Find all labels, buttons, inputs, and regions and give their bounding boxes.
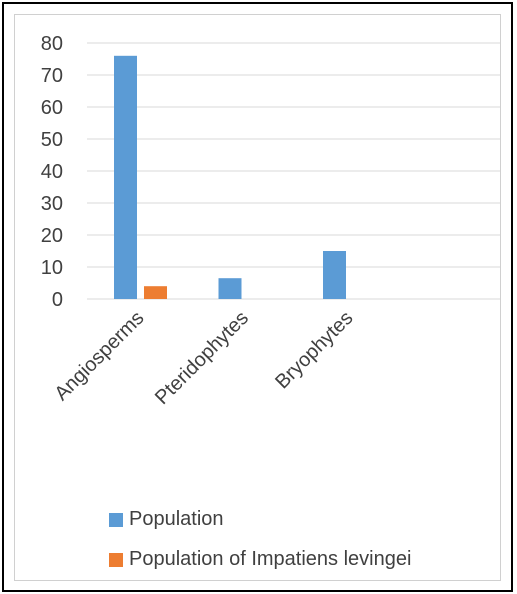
bar-angiosperms-series-2 (144, 286, 167, 299)
y-tick-label-0: 0 (52, 289, 63, 311)
y-tick-label-20: 20 (41, 225, 63, 247)
y-tick-label-30: 30 (41, 193, 63, 215)
bar-angiosperms-series-1 (114, 55, 137, 299)
bar-pteridophytes-series-1 (218, 278, 242, 299)
y-tick-label-50: 50 (41, 129, 63, 151)
bar-bryophytes-series-1 (323, 251, 346, 299)
bar-chart: 0 10 20 30 40 50 60 70 80 Angiosperms Pteridophyte… (41, 33, 500, 409)
legend-swatch-impatiens-levingei (109, 552, 123, 567)
x-tick-label-pteridophytes: Pteridophytes (151, 307, 253, 409)
legend-label-impatiens-levingei: Population of Impatiens levingei (129, 548, 412, 570)
chart-area: 0 10 20 30 40 50 60 70 80 Angiosperms Pteridophyte… (14, 14, 501, 581)
legend-item-impatiens-levingei: Population of Impatiens levingei (109, 548, 411, 571)
y-tick-label-70: 70 (41, 65, 63, 87)
y-tick-label-60: 60 (41, 97, 63, 119)
x-tick-label-bryophytes: Bryophytes (271, 307, 357, 393)
y-tick-label-10: 10 (41, 257, 63, 279)
y-tick-label-80: 80 (41, 33, 63, 55)
legend-label-population: Population (129, 508, 224, 530)
x-tick-label-angiosperms: Angiosperms (50, 307, 148, 405)
legend-item-population: Population (109, 508, 224, 531)
y-tick-label-40: 40 (41, 161, 63, 183)
legend-swatch-population (109, 512, 123, 527)
